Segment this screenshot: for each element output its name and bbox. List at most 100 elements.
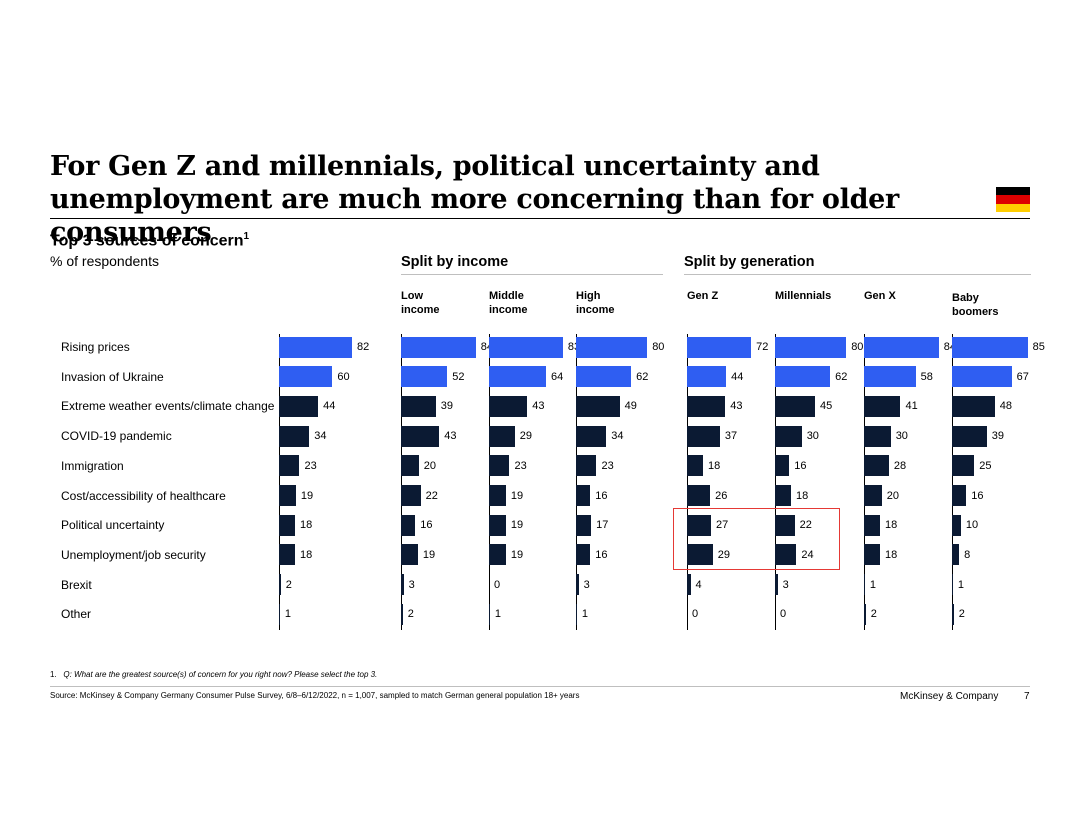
data-label: 80 [851,341,864,353]
data-label: 44 [731,370,744,383]
bar [279,485,296,506]
income-group-rule [401,274,663,275]
row-label: Political uncertainty [61,518,165,533]
bar [279,514,296,536]
column-header: Gen X [864,290,896,302]
row-label: Invasion of Ukraine [61,369,164,384]
bar [775,366,831,388]
bar [401,366,448,388]
bar [687,574,691,596]
data-label: 85 [1032,341,1045,353]
bar [489,485,506,506]
bar [775,544,797,566]
flag-gold-stripe [996,203,1030,212]
column-axis [279,334,280,630]
data-label: 18 [885,519,898,532]
bar [576,366,632,388]
bar [576,544,591,566]
bar [864,544,881,566]
data-label: 30 [806,430,819,443]
data-label: 41 [905,400,918,413]
bar [864,336,939,358]
data-label: 1 [494,608,501,621]
chart-subtitle: Top 3 sources of concern1 [50,231,249,250]
bar [576,336,648,358]
column-axis [775,334,776,630]
data-label: 29 [717,548,731,561]
bar [864,366,916,388]
bar [576,455,597,477]
data-label: 20 [423,459,437,472]
bar [775,395,816,417]
bar [401,603,403,625]
income-group-title: Split by income [401,254,509,270]
data-label: 2 [870,608,877,621]
bar [952,425,987,447]
bar [489,455,510,477]
chart-subtitle-text: Top 3 sources of concern [50,232,244,250]
data-label: 62 [636,370,649,383]
data-label: 39 [440,400,453,413]
bar [952,544,960,566]
bar [576,603,577,625]
data-label: 18 [300,519,313,532]
bar [279,366,333,388]
column-header: Baby boomers [952,292,999,318]
data-label: 2 [958,608,965,621]
column-axis [687,334,688,630]
data-label: 23 [514,459,527,472]
footnote-number: 1. [50,670,57,679]
data-label: 3 [583,578,590,591]
column-header: High income [576,290,615,316]
row-label: Immigration [61,458,124,473]
unit-label: % of respondents [50,253,159,269]
data-label: 4 [695,578,702,591]
data-label: 62 [835,370,848,383]
data-label: 16 [971,489,984,502]
generation-group-rule [684,274,1031,275]
data-label: 2 [285,578,292,591]
data-label: 22 [799,519,812,532]
bar [279,395,319,417]
flag-red-stripe [996,195,1030,204]
data-label: 29 [519,430,533,443]
data-label: 48 [999,400,1012,413]
column-header: Gen Z [687,290,719,302]
data-label: 43 [730,400,743,413]
bar [864,455,889,477]
bar [576,574,579,596]
bar [576,395,620,417]
bar [864,395,901,417]
data-label: 8 [964,548,971,561]
bar [775,336,847,358]
generation-group-title: Split by generation [684,254,815,270]
bar [687,485,711,506]
bar [401,455,419,477]
bar [864,485,882,506]
data-label: 1 [581,608,588,621]
bar [489,336,563,358]
data-label: 0 [494,578,501,591]
data-label: 72 [756,341,769,353]
bar [952,514,961,536]
bar [576,514,592,536]
row-label: Extreme weather events/climate change [61,399,275,414]
bar [775,455,790,477]
bar [952,603,954,625]
column-axis [864,334,865,630]
data-label: 34 [314,430,327,443]
data-label: 19 [300,489,314,502]
bar [401,574,404,596]
data-label: 64 [550,370,564,383]
data-label: 16 [595,548,608,561]
column-axis [576,334,577,630]
row-label: Cost/accessibility of healthcare [61,488,226,503]
data-label: 2 [407,608,414,621]
bar [952,366,1012,388]
bar [489,395,528,417]
data-label: 30 [895,430,908,443]
bar [489,425,515,447]
data-label: 3 [408,578,415,591]
data-label: 18 [708,459,721,472]
